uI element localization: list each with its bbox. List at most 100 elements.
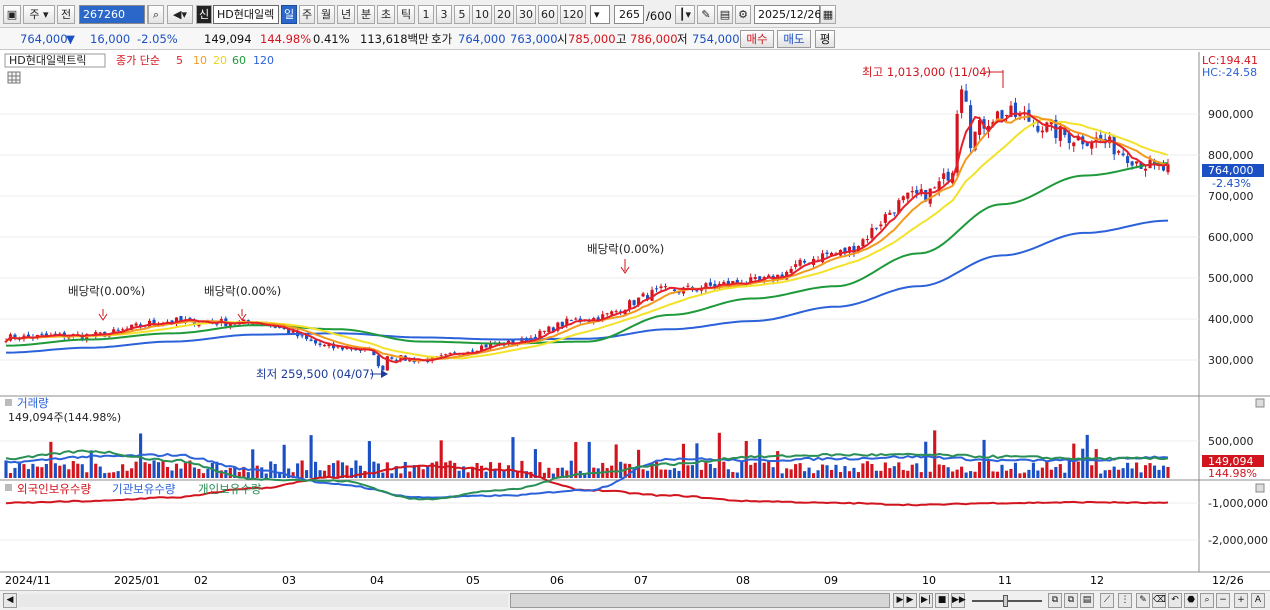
volume-bar [130,468,134,478]
period-week-button[interactable]: 주 [299,5,315,24]
brush-icon[interactable]: ✎ [1136,593,1150,608]
period-minute-button[interactable]: 분 [357,5,375,24]
stock-code-input[interactable]: 267260 [79,5,145,24]
volume-bar [192,467,196,478]
volume-bar [35,466,39,478]
period-select[interactable]: 주 ▾ [23,5,55,24]
volume-bar [767,460,771,478]
candle-type-icon[interactable]: ┃▾ [675,5,695,24]
candle-body [695,290,699,292]
compare-icon[interactable]: ⧉ [1064,593,1078,608]
candle-body [825,252,829,254]
count-input[interactable]: 265 [614,5,644,24]
volume-bar [278,472,282,478]
candle-body [798,259,802,266]
unit-30-button[interactable]: 30 [516,5,536,24]
volume-bar [1166,466,1170,478]
zoom-out-icon[interactable]: − [1216,593,1230,608]
volume-bar [574,442,578,478]
sell-button[interactable]: 매도 [777,30,811,48]
undo-icon[interactable]: ↶ [1168,593,1182,608]
x-label-09: 09 [824,574,838,587]
volume-bar [879,470,883,478]
dividend-note-2: 배당락(0.00%) [204,284,281,298]
volume-bar [690,465,694,478]
volume-bar [587,441,591,478]
speaker-icon[interactable]: ◀▾ [167,5,193,24]
unit-20-button[interactable]: 20 [494,5,514,24]
period-tick-button[interactable]: 틱 [397,5,415,24]
eval-button[interactable]: 평 [815,30,835,48]
play-icon[interactable]: ▶ [903,593,917,608]
prev-button[interactable]: 전 [57,5,75,24]
ma5-line [5,111,1169,364]
candle-body [960,89,964,113]
stop-icon[interactable]: ■ [935,593,949,608]
volume-bar [986,460,991,478]
trend-tool-icon[interactable]: ⟋ [1100,593,1114,608]
table-icon[interactable]: ▤ [1080,593,1094,608]
x-label-07: 07 [634,574,648,587]
unit-3-button[interactable]: 3 [436,5,452,24]
volume-bar [641,469,645,478]
scroll-left-icon[interactable]: ◀ [3,593,17,608]
fib-tool-icon[interactable]: ⋮ [1118,593,1132,608]
chart-area[interactable]: HD현대일렉트릭 종가 단순 5 10 20 60 120 LC:194.41 … [0,52,1270,590]
volume-bar [8,473,13,478]
candle-body [726,280,730,286]
volume-bar [672,468,677,478]
zoom-slider-handle[interactable] [1003,595,1008,607]
volume-bar [542,472,546,478]
search-icon[interactable]: ⌕ [148,5,164,24]
volume-bar [677,470,681,478]
lc-value: LC:194.41 [1202,54,1258,67]
candle-body [843,247,847,254]
unit-5-button[interactable]: 5 [454,5,470,24]
date-input[interactable]: 2025/12/26 [754,5,821,24]
unit-10-button[interactable]: 10 [472,5,492,24]
calendar-icon[interactable]: ▦ [820,5,836,24]
period-select-label: 주 [29,8,40,21]
period-year-button[interactable]: 년 [337,5,355,24]
draw-tool-icon[interactable]: ✎ [697,5,715,24]
unit-60-button[interactable]: 60 [538,5,558,24]
candle-body [327,344,331,347]
holdings-panel-close-icon[interactable] [1255,483,1265,493]
volume-bar [390,473,394,478]
stock-chart-svg[interactable]: HD현대일렉트릭 종가 단순 5 10 20 60 120 LC:194.41 … [0,52,1270,590]
fast-forward-icon[interactable]: ▶▶ [951,593,966,608]
period-second-button[interactable]: 초 [377,5,395,24]
eraser-icon[interactable]: ⌫ [1152,593,1166,608]
volume-panel-close-icon[interactable] [1255,398,1265,408]
volume-bar [134,461,138,478]
period-day-button[interactable]: 일 [281,5,297,24]
stamp-icon[interactable]: ⬣ [1184,593,1198,608]
unit-120-button[interactable]: 120 [560,5,586,24]
volume-bar [1031,462,1035,478]
stock-name-field[interactable]: HD현대일렉 [213,5,279,24]
candle-body [995,111,1000,121]
font-size-icon[interactable]: A [1251,593,1265,608]
candle-body [574,318,578,320]
period-month-button[interactable]: 월 [317,5,335,24]
volume-bar [1067,460,1071,478]
save-icon[interactable]: ▤ [717,5,733,24]
gear-icon[interactable]: ⚙ [735,5,751,24]
buy-button[interactable]: 매수 [740,30,774,48]
candle-body [278,327,282,329]
candle-body [291,330,295,333]
unit-1-button[interactable]: 1 [418,5,434,24]
horizontal-scrollbar[interactable]: ◀ ▶ ▶ ▶| ■ ▶▶ ⧉ ⧉ ▤ ⟋ ⋮ ✎ ⌫ ↶ ⬣ ⌕ − + A [0,590,1270,610]
candle-body [1013,102,1018,117]
scroll-track[interactable] [18,594,508,607]
grid-table-icon[interactable] [7,71,21,84]
volume-bar [776,451,780,478]
chart-menu-icon[interactable]: ▣ [3,5,21,24]
zoom-in-icon[interactable]: + [1234,593,1248,608]
zoom-search-icon[interactable]: ⌕ [1200,593,1214,608]
unit-custom-select[interactable]: ▾ [590,5,610,24]
layout-icon[interactable]: ⧉ [1048,593,1062,608]
step-icon[interactable]: ▶| [919,593,933,608]
scroll-thumb[interactable] [510,593,890,608]
volume-bar [951,471,955,478]
